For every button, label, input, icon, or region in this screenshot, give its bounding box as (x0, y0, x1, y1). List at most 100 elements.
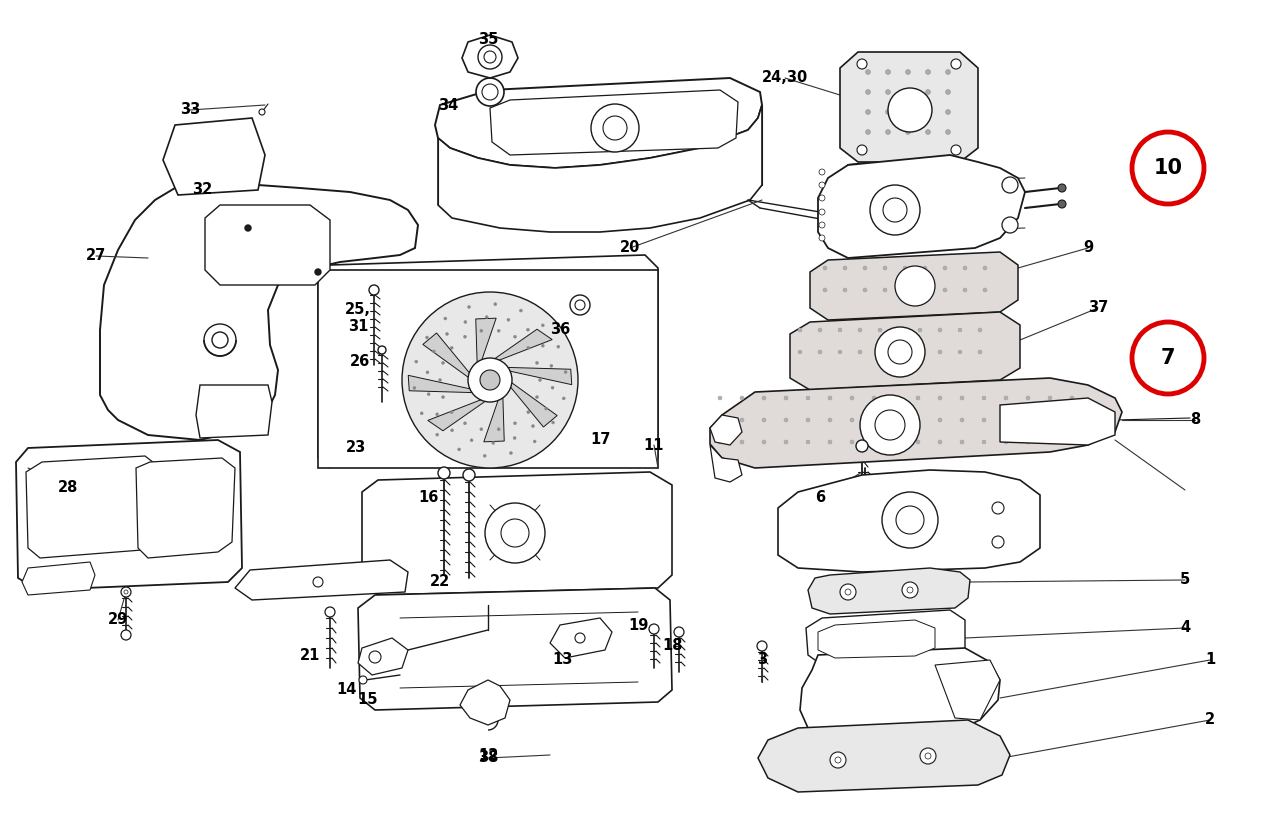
Circle shape (905, 90, 910, 95)
Circle shape (526, 328, 530, 331)
Circle shape (908, 587, 913, 593)
Circle shape (983, 266, 987, 270)
Circle shape (946, 130, 951, 135)
Circle shape (925, 90, 931, 95)
Polygon shape (550, 618, 612, 658)
Circle shape (718, 418, 722, 422)
Circle shape (541, 324, 544, 327)
Polygon shape (460, 680, 509, 725)
Circle shape (925, 130, 931, 135)
Circle shape (883, 288, 887, 292)
Circle shape (544, 407, 548, 410)
Text: 16: 16 (417, 490, 438, 505)
Text: 12: 12 (477, 747, 498, 762)
Polygon shape (840, 52, 978, 162)
Circle shape (740, 440, 744, 444)
Circle shape (938, 396, 942, 400)
Circle shape (212, 332, 228, 348)
Circle shape (564, 370, 567, 374)
Circle shape (838, 350, 842, 354)
Polygon shape (428, 397, 490, 431)
Circle shape (1059, 184, 1066, 192)
Polygon shape (22, 562, 95, 595)
Circle shape (978, 350, 982, 354)
Circle shape (838, 328, 842, 332)
Circle shape (439, 379, 442, 382)
Circle shape (483, 455, 486, 457)
Circle shape (893, 418, 899, 422)
Text: 20: 20 (620, 241, 640, 255)
Circle shape (992, 502, 1004, 514)
Circle shape (902, 582, 918, 598)
Circle shape (480, 370, 500, 390)
Polygon shape (358, 588, 672, 710)
Text: 14: 14 (337, 682, 357, 698)
Polygon shape (15, 440, 242, 590)
Text: 38: 38 (477, 751, 498, 765)
Circle shape (923, 266, 927, 270)
Circle shape (876, 410, 905, 440)
Circle shape (485, 503, 545, 563)
Circle shape (829, 752, 846, 768)
Text: 9: 9 (1083, 241, 1093, 255)
Circle shape (896, 506, 924, 534)
Circle shape (494, 303, 497, 306)
Circle shape (1048, 440, 1052, 444)
Circle shape (513, 437, 516, 440)
Circle shape (978, 328, 982, 332)
Circle shape (1004, 396, 1009, 400)
Circle shape (550, 386, 554, 389)
Polygon shape (196, 385, 273, 438)
Circle shape (1059, 200, 1066, 208)
Polygon shape (438, 105, 762, 232)
Polygon shape (358, 638, 408, 675)
Circle shape (905, 69, 910, 74)
Circle shape (806, 418, 810, 422)
Text: 27: 27 (86, 249, 106, 264)
Circle shape (762, 396, 765, 400)
Text: 28: 28 (58, 481, 78, 495)
Circle shape (783, 396, 788, 400)
Polygon shape (163, 118, 265, 195)
Circle shape (850, 418, 854, 422)
Circle shape (438, 467, 451, 479)
Circle shape (783, 440, 788, 444)
Circle shape (756, 641, 767, 651)
Circle shape (819, 235, 826, 241)
Circle shape (902, 266, 908, 270)
Circle shape (856, 440, 868, 452)
Circle shape (963, 266, 966, 270)
Circle shape (850, 396, 854, 400)
Circle shape (539, 379, 541, 382)
Polygon shape (317, 278, 330, 468)
Circle shape (468, 358, 512, 402)
Circle shape (938, 440, 942, 444)
Circle shape (649, 624, 659, 634)
Circle shape (1027, 418, 1030, 422)
Circle shape (819, 209, 826, 215)
Text: 7: 7 (1161, 348, 1175, 368)
Circle shape (883, 266, 887, 270)
Circle shape (872, 440, 876, 444)
Circle shape (435, 433, 439, 437)
Polygon shape (818, 620, 934, 658)
Text: 11: 11 (644, 437, 664, 453)
Circle shape (413, 387, 416, 389)
Polygon shape (758, 720, 1010, 792)
Polygon shape (710, 415, 742, 445)
Circle shape (444, 317, 447, 320)
Circle shape (920, 748, 936, 764)
Circle shape (485, 316, 488, 318)
Circle shape (925, 109, 931, 114)
Circle shape (1048, 396, 1052, 400)
Circle shape (378, 346, 387, 354)
Text: 23: 23 (346, 441, 366, 455)
Circle shape (497, 330, 500, 332)
Circle shape (476, 78, 504, 106)
Polygon shape (710, 445, 742, 482)
Circle shape (850, 440, 854, 444)
Circle shape (492, 441, 495, 445)
Circle shape (918, 350, 922, 354)
Circle shape (905, 109, 910, 114)
Circle shape (718, 396, 722, 400)
